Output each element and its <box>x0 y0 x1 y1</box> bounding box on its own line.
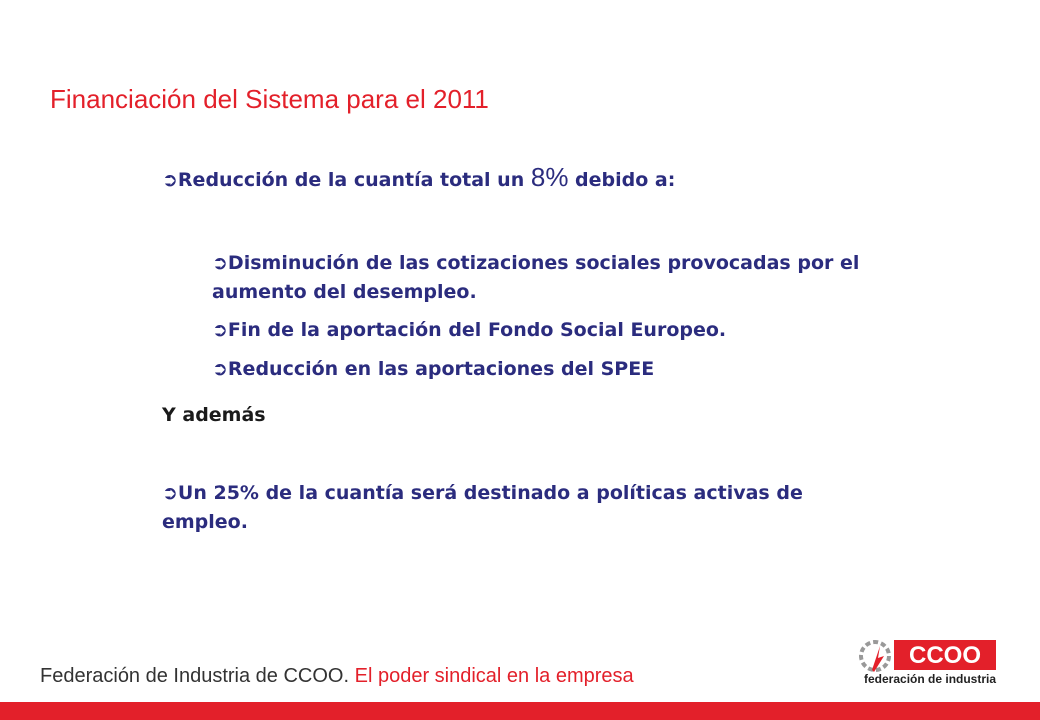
sub-bullet-2-text: Fin de la aportación del Fondo Social Eu… <box>227 319 727 341</box>
ademas-text: Y además <box>162 404 266 426</box>
footer-slogan: El poder sindical en la empresa <box>354 665 634 687</box>
right-arrow-icon: ➲ <box>212 358 228 380</box>
main-bullet-text-post: debido a: <box>568 169 676 191</box>
ccoo-logo: CCOO <box>859 640 996 672</box>
right-arrow-icon: ➲ <box>212 252 228 274</box>
last-bullet: ➲Un 25% de la cuantía será destinado a p… <box>162 478 803 509</box>
sub-bullet-3: ➲Reducción en las aportaciones del SPEE <box>212 354 654 385</box>
sub-bullet-1: ➲Disminución de las cotizaciones sociale… <box>212 248 859 279</box>
slide-title: Financiación del Sistema para el 2011 <box>50 84 489 114</box>
bottom-brand-bar <box>0 702 1040 720</box>
sub-bullet-1-text: Disminución de las cotizaciones sociales… <box>227 252 860 274</box>
sub-bullet-1-cont: aumento del desempleo. <box>212 281 477 303</box>
right-arrow-icon: ➲ <box>162 169 178 191</box>
logo-subtitle: federación de industria <box>864 672 997 686</box>
sub-bullet-2: ➲Fin de la aportación del Fondo Social E… <box>212 315 726 346</box>
main-bullet-text-pre: Reducción de la cuantía total un <box>177 169 531 191</box>
right-arrow-icon: ➲ <box>162 482 178 504</box>
main-bullet: ➲Reducción de la cuantía total un 8% deb… <box>162 162 675 196</box>
footer-federation: Federación de Industria de CCOO. <box>40 665 350 687</box>
sub-bullet-3-text: Reducción en las aportaciones del SPEE <box>227 358 655 380</box>
last-bullet-text: Un 25% de la cuantía será destinado a po… <box>177 482 803 504</box>
footer-tagline: Federación de Industria de CCOO. El pode… <box>40 665 634 688</box>
ccoo-logo-text: CCOO <box>909 642 981 669</box>
last-bullet-cont: empleo. <box>162 511 248 533</box>
right-arrow-icon: ➲ <box>212 319 228 341</box>
main-bullet-percent: 8% <box>530 162 569 192</box>
